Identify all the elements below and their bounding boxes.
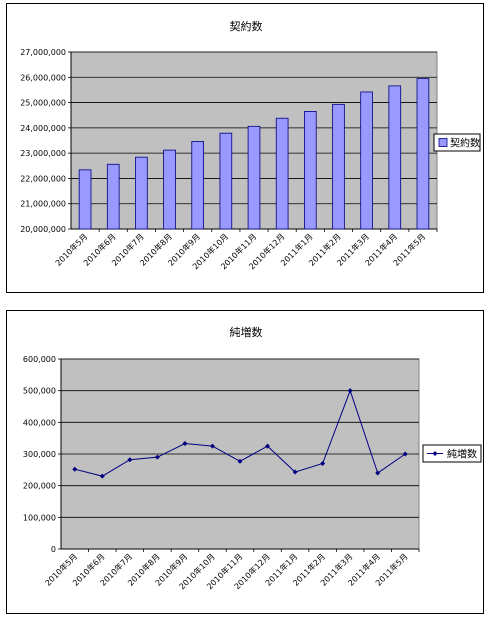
legend-swatch xyxy=(438,138,448,147)
data-point xyxy=(154,454,160,460)
data-point xyxy=(99,473,105,479)
y-tick-label: 22,000,000 xyxy=(20,174,66,183)
chart-title: 契約数 xyxy=(230,19,263,33)
y-tick-label: 24,000,000 xyxy=(20,124,66,133)
bar xyxy=(275,117,289,230)
bar xyxy=(135,156,148,230)
legend-marker xyxy=(432,451,438,456)
y-tick-label: 27,000,000 xyxy=(20,48,66,57)
y-tick-label: 200,000 xyxy=(23,482,56,491)
bar xyxy=(106,163,120,230)
y-tick-label: 100,000 xyxy=(23,513,56,522)
y-tick-label: 600,000 xyxy=(23,355,56,364)
y-tick-label: 500,000 xyxy=(23,387,56,396)
bar xyxy=(416,78,430,230)
y-tick-label: 400,000 xyxy=(23,418,56,427)
net-increase-chart: 純増数 0 100,000 200,000 300,000 400,000 500,000 6… xyxy=(6,310,484,614)
data-point xyxy=(320,461,326,466)
legend xyxy=(422,444,482,463)
bar xyxy=(303,111,317,230)
legend-label: 純増数 xyxy=(447,448,477,461)
bar xyxy=(360,91,373,230)
bar xyxy=(219,132,233,230)
data-point xyxy=(127,457,133,463)
y-tick-label: 0 xyxy=(51,545,56,554)
data-point xyxy=(375,470,381,476)
contracts-chart-svg: 契約数 20,000,000 21,000,000 22,000,000 23,000,… xyxy=(20,19,481,271)
contracts-chart: 契約数 20,000,000 21,000,000 22,000,000 23,000,… xyxy=(6,3,484,293)
y-tick-label: 25,000,000 xyxy=(20,99,66,108)
legend-label: 契約数 xyxy=(450,137,480,150)
y-tick-label: 20,000,000 xyxy=(20,225,66,234)
y-tick-label: 21,000,000 xyxy=(20,200,66,209)
y-tick-label: 23,000,000 xyxy=(20,149,66,158)
bar xyxy=(332,103,345,230)
bar xyxy=(191,141,205,230)
data-point xyxy=(209,443,215,449)
net-increase-chart-svg: 純増数 0 100,000 200,000 300,000 400,000 500,000 6… xyxy=(23,326,482,591)
data-point xyxy=(402,451,408,457)
data-point xyxy=(347,388,353,394)
y-tick-label: 26,000,000 xyxy=(20,73,66,82)
data-point xyxy=(292,469,298,475)
data-point xyxy=(265,443,271,449)
bar xyxy=(388,85,402,230)
bar xyxy=(163,149,176,230)
data-point xyxy=(182,441,188,447)
chart-title: 純増数 xyxy=(230,326,263,339)
data-point xyxy=(72,466,78,472)
data-point xyxy=(237,458,243,464)
y-tick-label: 300,000 xyxy=(23,450,56,459)
bar xyxy=(247,125,261,230)
bar xyxy=(78,169,92,230)
